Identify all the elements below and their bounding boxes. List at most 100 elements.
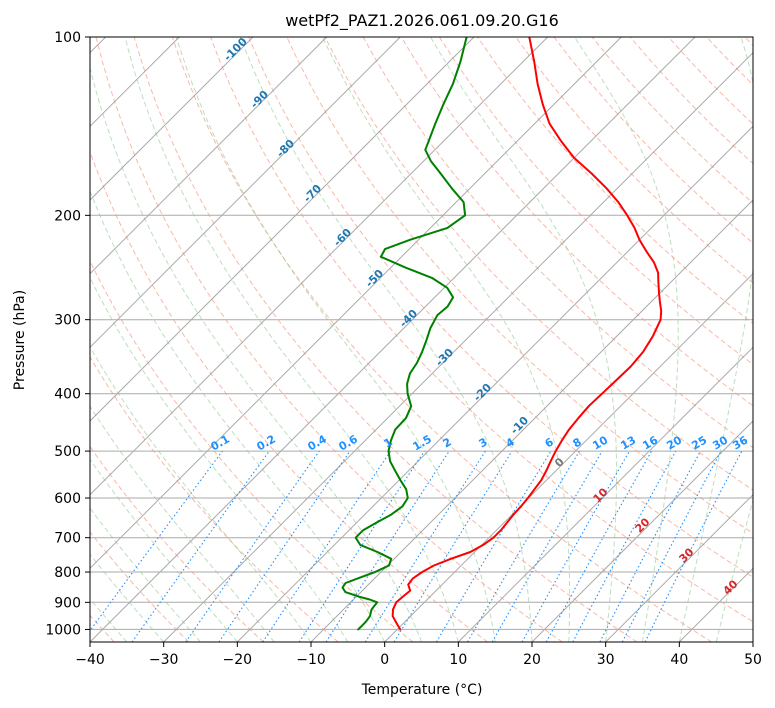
axis-ticks: −40 −30 −20 −10 0 10 20 30 40 50 100 200 300 400 500 60… bbox=[45, 30, 762, 668]
mixing-ratio-label: 30 bbox=[710, 433, 730, 452]
moist-adiabat bbox=[90, 65, 422, 642]
dry-adiabat-label: -80 bbox=[274, 137, 297, 160]
dry-adiabat-label: -10 bbox=[508, 414, 531, 437]
dry-adiabat bbox=[400, 37, 753, 407]
moist-adiabat bbox=[430, 37, 617, 642]
isotherm-gridline bbox=[90, 37, 549, 496]
dry-adiabat bbox=[324, 37, 753, 491]
isotherm-gridline bbox=[752, 641, 753, 642]
mixing-ratio-line bbox=[621, 450, 722, 642]
dry-adiabat-label: -20 bbox=[471, 381, 494, 404]
mixing-ratio-line bbox=[467, 450, 580, 642]
isotherm-gridline bbox=[90, 37, 622, 570]
mixing-ratio-label: 13 bbox=[618, 434, 638, 453]
dry-adiabat bbox=[90, 150, 488, 642]
dry-adiabat bbox=[95, 37, 563, 642]
moist-adiabat bbox=[175, 37, 496, 642]
isotherm-gridline bbox=[90, 37, 696, 642]
y-tick-label: 800 bbox=[54, 565, 81, 581]
isotherm-gridline bbox=[90, 37, 328, 275]
dry-adiabat bbox=[90, 259, 414, 642]
moist-adiabat bbox=[90, 458, 238, 642]
plot-area bbox=[90, 37, 753, 642]
dry-adiabat bbox=[744, 37, 753, 47]
dewpoint-line bbox=[341, 37, 468, 631]
y-tick-label: 100 bbox=[54, 30, 81, 46]
moist-adiabat bbox=[239, 37, 533, 642]
mixing-ratio-label: 0.6 bbox=[337, 432, 361, 453]
mixing-ratio-line bbox=[521, 450, 630, 642]
mixing-ratio-label: 0.1 bbox=[209, 432, 232, 453]
moist-adiabat bbox=[124, 37, 459, 642]
isotherm-gridline bbox=[90, 37, 254, 201]
mixing-ratio-line bbox=[572, 450, 677, 642]
y-tick-label: 500 bbox=[54, 444, 81, 460]
mixing-ratio-line bbox=[545, 450, 653, 642]
mixing-ratio-label: 36 bbox=[730, 433, 750, 452]
x-tick-label: 50 bbox=[744, 652, 762, 668]
moist-adiabat bbox=[322, 37, 571, 642]
mixing-ratio-line bbox=[90, 450, 223, 632]
moist-adiabat bbox=[90, 345, 312, 642]
dry-adiabat bbox=[438, 37, 753, 366]
dry-adiabat bbox=[706, 37, 753, 86]
x-tick-label: 40 bbox=[670, 652, 688, 668]
moist-adiabat-label: 10 bbox=[591, 485, 611, 505]
dry-adiabat-label: -50 bbox=[363, 267, 386, 290]
mixing-ratio-line bbox=[131, 450, 270, 642]
dry-adiabat bbox=[515, 37, 753, 284]
y-tick-label: 900 bbox=[54, 595, 81, 611]
mixing-ratio-label: 2 bbox=[441, 435, 454, 450]
mixing-ratio-label: 0.4 bbox=[306, 432, 330, 453]
annotation-layer: -100 -90 -80-70 -60 -50 -40 -30 -20 -10 0.1 0.2 0.4… bbox=[209, 35, 751, 598]
x-tick-label: 30 bbox=[597, 652, 615, 668]
isotherm-gridline bbox=[310, 199, 753, 642]
plot-frame bbox=[89, 36, 754, 643]
temperature-line bbox=[391, 37, 663, 631]
mixing-ratio-label: 10 bbox=[590, 433, 610, 452]
x-tick-label: −40 bbox=[75, 652, 105, 668]
mixing-ratio-line bbox=[218, 450, 351, 642]
mixing-ratio-label: 1.5 bbox=[411, 432, 434, 453]
moist-adiabat bbox=[678, 37, 753, 642]
moist-adiabat bbox=[90, 507, 201, 642]
x-tick-label: 20 bbox=[523, 652, 541, 668]
mixing-ratio-label: 16 bbox=[640, 433, 660, 452]
dry-adiabat bbox=[171, 37, 712, 642]
isotherm-gridline bbox=[90, 37, 475, 422]
isotherm-gridline bbox=[678, 567, 753, 642]
mixing-ratio-label: 3 bbox=[477, 435, 490, 450]
isotherm-gridline bbox=[90, 37, 401, 349]
dry-adiabat bbox=[90, 356, 339, 642]
mixing-ratio-label: 0.2 bbox=[255, 432, 278, 453]
mixing-ratio-line bbox=[325, 450, 450, 642]
dry-adiabat bbox=[90, 531, 190, 642]
y-tick-label: 400 bbox=[54, 387, 81, 403]
moist-adiabat bbox=[90, 405, 275, 642]
x-tick-label: −30 bbox=[149, 652, 179, 668]
mixing-ratio-label: 25 bbox=[689, 434, 709, 453]
moist-adiabat bbox=[574, 37, 679, 642]
moist-adiabat bbox=[715, 498, 753, 642]
chart-title: wetPf2_PAZ1.2026.061.09.20.G16 bbox=[285, 11, 559, 31]
dry-adiabat bbox=[133, 37, 638, 642]
mixing-ratio-line bbox=[262, 450, 392, 642]
x-tick-label: 0 bbox=[380, 652, 389, 668]
mixing-ratio-label: 20 bbox=[664, 433, 684, 452]
y-axis-label: Pressure (hPa) bbox=[12, 290, 28, 390]
isotherm-gridline bbox=[236, 125, 753, 642]
x-tick-label: −20 bbox=[223, 652, 253, 668]
dry-adiabat-label: -70 bbox=[301, 182, 324, 205]
x-tick-label: −10 bbox=[296, 652, 326, 668]
dry-adiabat bbox=[248, 37, 753, 578]
mixing-ratio-line bbox=[644, 450, 743, 642]
y-tick-label: 1000 bbox=[45, 622, 81, 638]
dry-adiabat-label: -90 bbox=[248, 88, 271, 111]
y-tick-label: 300 bbox=[54, 313, 81, 329]
moist-adiabat bbox=[90, 189, 386, 642]
dry-adiabat bbox=[210, 37, 753, 623]
y-tick-label: 600 bbox=[54, 491, 81, 507]
isotherm-gridline bbox=[605, 493, 753, 642]
dry-adiabat-label: -30 bbox=[433, 346, 456, 369]
